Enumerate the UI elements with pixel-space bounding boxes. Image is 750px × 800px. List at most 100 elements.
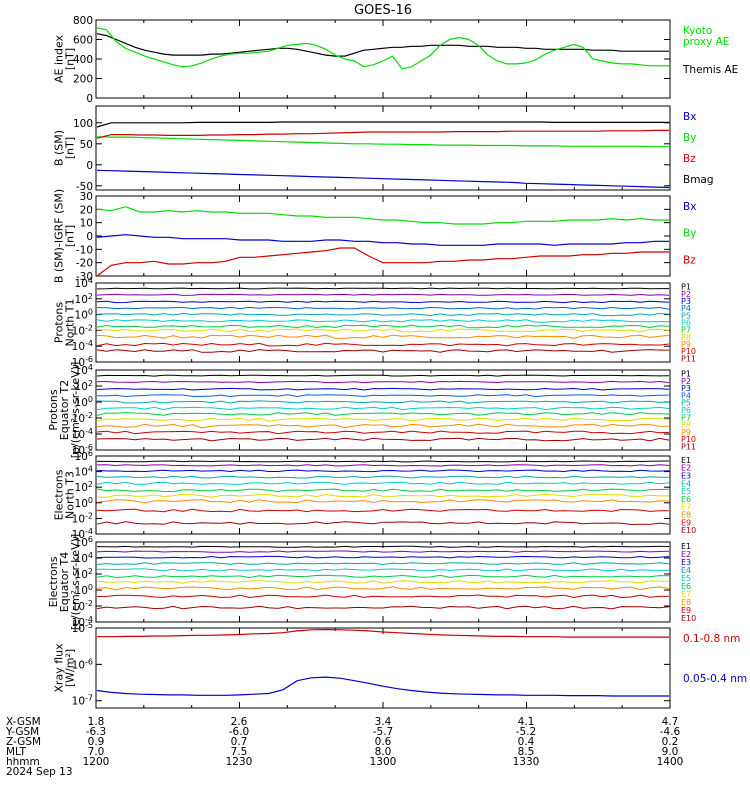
channel-label: P3 [681,297,691,306]
channel-label: P10 [681,435,696,444]
legend-entry: By [683,132,696,144]
series-line [96,247,669,277]
y-axis-label-line: Electrons [47,556,60,607]
channel-label: E9 [681,606,691,615]
channel-line [96,293,670,296]
channel-label: E7 [681,590,691,599]
channel-line [96,550,670,553]
channel-line [96,508,669,513]
footer-value: 1300 [370,756,397,768]
legend-entry: Bz [683,153,696,165]
legend-entry: By [683,228,696,240]
footer-value: 1.8 [88,716,105,728]
channel-line [96,400,670,404]
y-axis-label-line: North T1 [64,299,77,347]
channel-label: P8 [681,421,691,430]
channel-line [96,499,670,504]
channel-line [96,437,670,442]
y-axis-label: B (SM)[nT] [53,130,77,166]
channel-line [96,521,670,525]
channel-line [96,580,670,584]
channel-line [96,328,670,333]
y-axis-label: Xray flux[W/m²] [53,643,77,693]
channel-line [96,430,670,435]
channel-line [96,423,670,429]
y-tick-label: 102 [75,480,93,494]
y-tick-label: 30 [80,191,93,203]
channel-line [96,545,670,548]
y-tick-label: 50 [80,139,93,151]
channel-label: P2 [681,377,691,386]
channel-label: P3 [681,384,691,393]
footer-value: 0.9 [88,736,105,748]
channel-line [96,349,669,353]
y-tick-label: 20 [80,204,93,216]
y-axis-label-line: [nT] [64,48,77,70]
y-tick-label: -30 [76,271,93,283]
footer-value: 2.6 [231,716,248,728]
channel-label: P10 [681,347,696,356]
footer-value: 9.0 [662,746,679,758]
channel-label: E5 [681,574,691,583]
channel-line [96,387,670,391]
y-tick-label: -20 [76,258,93,270]
channel-line [96,406,670,411]
y-axis-label-line: Protons [47,389,60,430]
legend-entry: Bz [683,254,696,266]
footer-row-label: Z-GSM [6,736,41,748]
channel-line [96,334,670,339]
channel-line [96,287,669,290]
y-axis-label-line: B (SM) [53,130,66,166]
y-tick-label: 10-5 [72,621,93,635]
channel-line [96,555,670,559]
series-line [96,676,669,697]
y-axis-label-line: [W/m²] [64,649,77,687]
channel-line [96,594,670,599]
channel-label: E10 [681,614,696,623]
y-axis-label: ElectronsEquator T4[e/(cm²-s-sr-keV)] [47,534,82,630]
channel-label: E4 [681,479,691,488]
series-line [96,206,669,225]
channel-line [96,380,670,384]
channel-label: P1 [681,283,691,292]
footer-row-label: X-GSM [6,716,41,728]
y-axis-label-line: [p/(cm²-s-sr-keV)] [69,362,82,459]
channel-label: E4 [681,566,691,575]
channel-label: P6 [681,406,691,415]
channel-label: P7 [681,326,691,335]
footer-value: -6.3 [86,726,107,738]
y-tick-label: -10 [76,244,93,256]
y-tick-label: 400 [73,54,93,66]
channel-line [96,586,670,591]
y-axis-label-line: Protons [53,302,66,343]
footer-value: 0.7 [231,736,248,748]
footer-value: 8.5 [518,746,535,758]
channel-label: P9 [681,428,691,437]
channel-label: E8 [681,598,691,607]
channel-label: P5 [681,399,691,408]
footer-value: 8.0 [375,746,392,758]
channel-line [96,306,670,310]
y-tick-label: 104 [75,276,93,290]
channel-line [96,300,670,304]
series-line [97,628,669,638]
footer-value: 0.4 [518,736,535,748]
channel-line [96,605,670,610]
footer-date: 2024 Sep 13 [6,766,73,778]
footer-value: -5.2 [516,726,537,738]
y-tick-label: 600 [73,35,93,47]
channel-label: P5 [681,311,691,320]
y-tick-label: 0 [86,231,93,243]
y-tick-label: 104 [75,465,93,479]
y-tick-label: 100 [75,308,93,322]
channel-line [96,342,670,347]
footer-value: 7.5 [231,746,248,758]
footer-row-label: hhmm [6,756,40,768]
channel-label: E3 [681,472,691,481]
panel-frame [95,105,671,191]
channel-label: E5 [681,487,691,496]
y-tick-label: 100 [73,118,93,130]
